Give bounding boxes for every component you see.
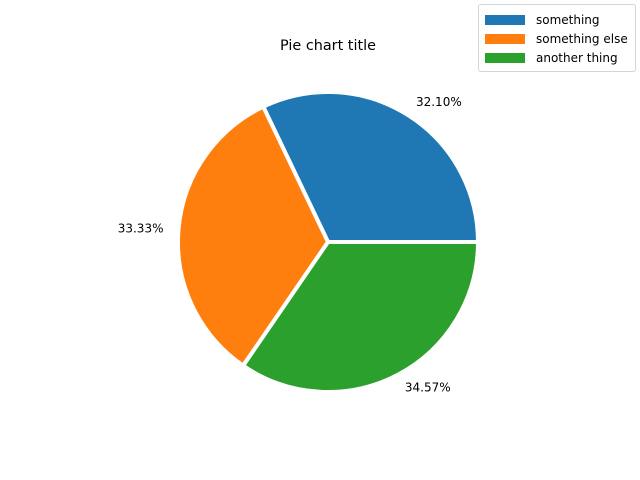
chart-title: Pie chart title [280,38,376,54]
pie-slice-something [261,90,480,244]
pie-slice-another-thing [241,240,480,394]
pie-label-another-thing: 34.57% [405,380,451,394]
pie-wedges [176,90,480,394]
legend-swatch-something-else [485,33,525,44]
pie-label-something: 32.10% [416,95,462,109]
legend-swatch-something [485,14,525,25]
legend-label-something: something [536,12,600,27]
legend: something something else another thing [478,4,636,72]
legend-item-something-else: something else [485,29,635,48]
pie-slice-something-else [176,104,330,368]
legend-item-another-thing: another thing [485,48,635,67]
legend-swatch-another-thing [485,52,525,63]
legend-item-something: something [485,10,635,29]
legend-label-something-else: something else [536,31,628,46]
pie-percent-labels: 32.10% 33.33% 34.57% [118,95,462,395]
legend-label-another-thing: another thing [536,50,618,65]
pie-label-something-else: 33.33% [118,222,164,236]
